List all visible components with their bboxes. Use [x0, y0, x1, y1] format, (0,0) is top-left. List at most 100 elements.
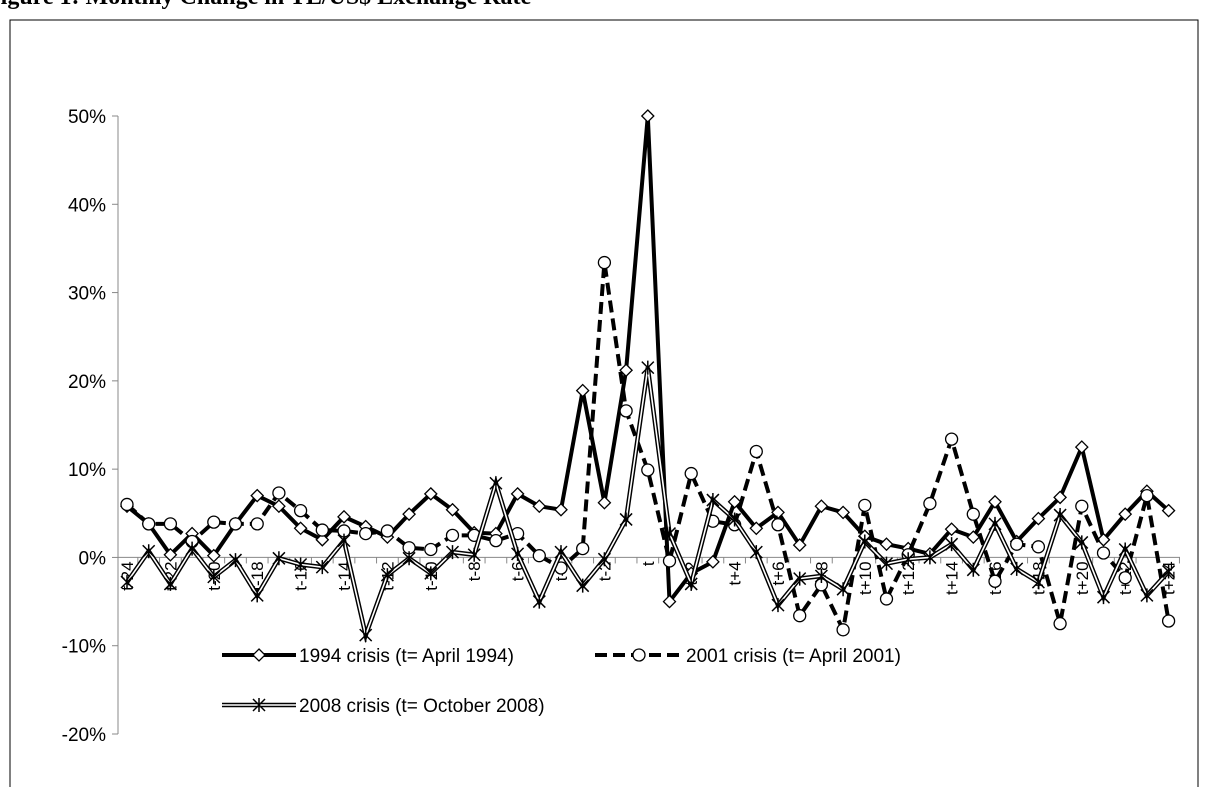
chart-title: Figure 1: Monthly Change in TL/US$ Excha…: [0, 0, 532, 10]
legend-item: 2008 crisis (t= October 2008): [222, 696, 545, 717]
marker: [163, 517, 178, 531]
marker: [359, 526, 373, 541]
series-line: [125, 115, 1170, 608]
legend-label: 2001 crisis (t= April 2001): [686, 646, 901, 667]
marker: [619, 512, 633, 527]
marker: [424, 542, 438, 557]
marker: [1075, 499, 1089, 513]
marker: [1031, 540, 1046, 554]
marker: [749, 545, 763, 560]
marker: [923, 496, 937, 511]
marker: [771, 598, 785, 613]
marker: [1118, 542, 1132, 557]
marker: [532, 499, 547, 514]
marker: [836, 582, 850, 597]
x-tick-label: t+14: [943, 561, 962, 595]
marker: [944, 432, 959, 446]
marker: [554, 502, 568, 517]
legend-item: 2001 crisis (t= April 2001): [595, 646, 901, 667]
marker: [445, 502, 460, 517]
marker: [641, 463, 655, 477]
marker: [988, 516, 1002, 531]
marker: [163, 576, 177, 591]
series-line: [125, 367, 1171, 644]
x-tick-label: t+10: [856, 561, 875, 595]
x-tick-label: t: [639, 561, 658, 566]
marker: [445, 528, 460, 543]
marker: [575, 383, 590, 398]
marker: [879, 537, 894, 552]
marker: [554, 545, 568, 560]
marker: [728, 512, 742, 527]
y-tick-label: 20%: [68, 372, 106, 393]
marker: [228, 517, 243, 531]
series: [120, 109, 1176, 609]
x-tick-label: t+20: [1073, 561, 1092, 595]
marker: [944, 522, 959, 537]
y-tick-label: -20%: [62, 725, 106, 746]
marker: [988, 494, 1002, 509]
marker: [250, 588, 264, 603]
marker: [923, 550, 937, 565]
y-tick-label: 50%: [68, 107, 106, 128]
marker: [359, 628, 373, 643]
marker: [1010, 537, 1024, 551]
marker: [879, 592, 894, 606]
marker: [966, 507, 980, 521]
marker: [597, 255, 612, 270]
marker: [793, 571, 807, 586]
marker: [640, 109, 655, 123]
marker: [814, 499, 829, 514]
marker: [1096, 546, 1111, 560]
marker: [511, 546, 525, 561]
marker: [1053, 616, 1067, 631]
marker: [858, 498, 872, 512]
y-tick-label: 0%: [79, 548, 107, 569]
marker: [206, 548, 221, 563]
marker: [142, 544, 156, 559]
series-line: [125, 262, 1171, 637]
legend-label: 2008 crisis (t= October 2008): [299, 696, 545, 717]
marker: [163, 547, 178, 562]
marker: [836, 623, 850, 637]
x-tick-label: t+6: [769, 561, 788, 585]
marker: [207, 515, 221, 529]
marker: [402, 551, 416, 566]
marker: [424, 566, 438, 581]
marker: [271, 499, 286, 514]
marker: [576, 578, 590, 593]
marker: [836, 505, 851, 520]
marker: [185, 541, 199, 556]
marker: [705, 554, 720, 569]
marker: [1074, 440, 1089, 454]
marker: [749, 521, 764, 536]
marker: [684, 466, 698, 481]
chart-frame: [9, 19, 1199, 787]
marker: [1096, 590, 1111, 605]
y-tick-label: -10%: [62, 637, 106, 658]
marker: [576, 541, 590, 556]
marker: [532, 549, 546, 563]
legend-item: 1994 crisis (t= April 1994): [222, 646, 514, 667]
marker: [228, 553, 243, 568]
marker: [207, 569, 221, 584]
marker: [1010, 561, 1024, 576]
legend-marker: [252, 648, 266, 662]
series-line-inner: [126, 367, 1170, 638]
marker: [489, 534, 503, 548]
marker: [293, 521, 308, 536]
marker: [337, 509, 351, 524]
marker: [966, 562, 980, 577]
marker: [814, 568, 828, 583]
marker: [293, 503, 308, 518]
marker: [294, 557, 308, 572]
marker: [510, 486, 525, 501]
marker: [250, 488, 265, 503]
marker: [1031, 511, 1046, 526]
marker: [1118, 507, 1133, 522]
marker: [1162, 564, 1176, 579]
marker: [879, 556, 894, 571]
marker: [1118, 571, 1132, 585]
marker: [792, 538, 807, 552]
